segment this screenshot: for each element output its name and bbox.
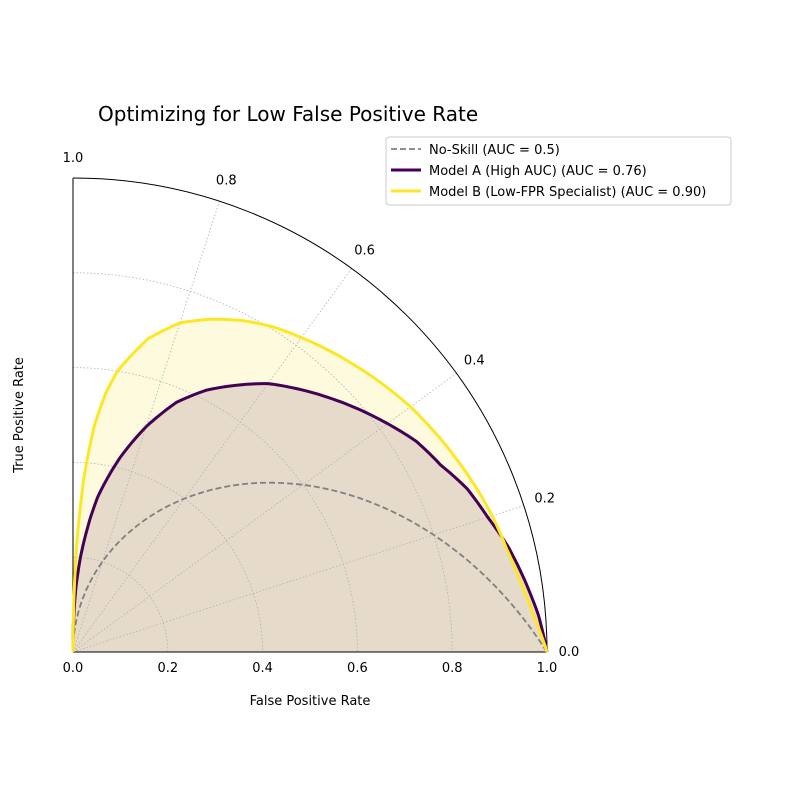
chart-frame — [72, 177, 548, 653]
x-tick-label: 1.0 — [537, 661, 558, 676]
line-series-2 — [71, 317, 549, 653]
x-tick-label: 0.2 — [157, 661, 178, 676]
angular-tick-label: 0.0 — [559, 645, 580, 660]
legend-box — [385, 136, 732, 206]
x-tick-label: 0.6 — [347, 661, 368, 676]
x-tick-label: 0.8 — [442, 661, 463, 676]
legend-label-no-skill: No-Skill (AUC = 0.5) — [429, 143, 560, 158]
legend-label-model-b: Model B (Low-FPR Specialist) (AUC = 0.90… — [429, 185, 706, 200]
angular-tick-label: 0.2 — [534, 492, 555, 507]
angular-tick-label: 0.6 — [354, 244, 375, 259]
line-series-0 — [72, 481, 548, 653]
legend-label-model-a: Model A (High AUC) (AUC = 0.76) — [429, 164, 647, 179]
series-lines — [71, 317, 549, 653]
fill-series-1 — [73, 383, 547, 652]
angular-tick-label: 0.4 — [464, 353, 485, 368]
tick-labels: 0.0 0.2 0.4 0.6 0.8 1.01.00.00.20.40.60.8 — [63, 151, 580, 676]
y-axis-label: True Positive Rate — [12, 357, 27, 474]
x-axis-label: False Positive Rate — [250, 694, 371, 709]
grid-arc — [72, 272, 453, 653]
outer-arc — [72, 177, 548, 653]
chart-title: Optimizing for Low False Positive Rate — [98, 102, 478, 126]
x-tick-label: 0.0 — [63, 661, 84, 676]
grid-arc — [72, 556, 169, 653]
legend: No-Skill (AUC = 0.5) Model A (High AUC) … — [385, 136, 732, 206]
line-series-1 — [71, 382, 549, 653]
y-tick-label-top: 1.0 — [63, 151, 84, 166]
x-tick-label: 0.4 — [252, 661, 273, 676]
angular-tick-label: 0.8 — [216, 173, 237, 188]
